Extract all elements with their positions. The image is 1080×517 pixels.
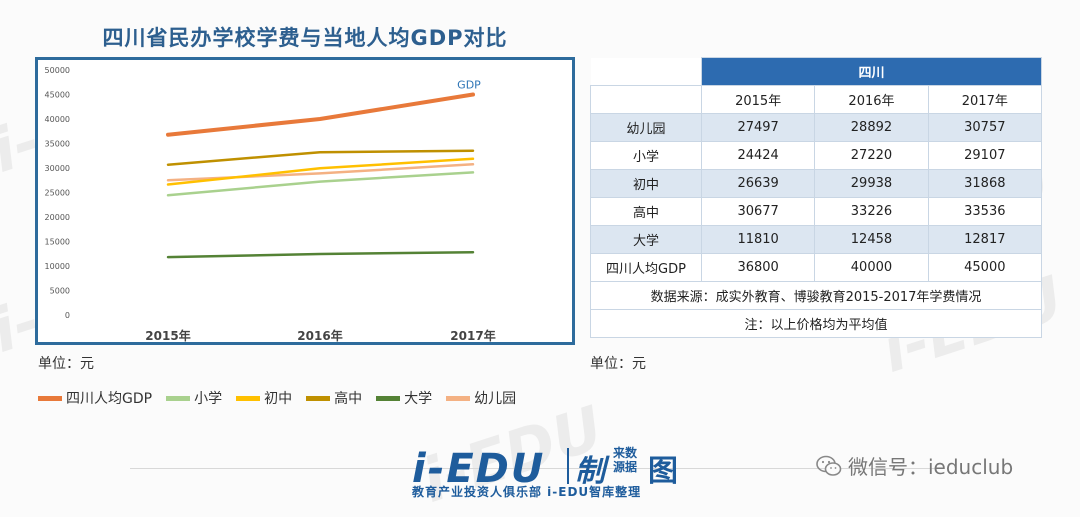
table-cell: 29107: [927, 141, 1043, 170]
table-corner: [590, 57, 702, 86]
table-row-label: 初中: [590, 169, 702, 198]
table-cell: 28892: [814, 113, 929, 142]
y-tick-label: 35000: [45, 140, 70, 149]
series-line-5: [166, 250, 475, 259]
table-row: 四川人均GDP 36800 40000 45000: [590, 253, 1043, 282]
legend-item: 幼儿园: [446, 388, 516, 408]
table-cell: 27497: [700, 113, 816, 142]
table-cell: 45000: [927, 253, 1043, 282]
table-year-row: 2015年 2016年 2017年: [590, 85, 1043, 114]
legend-label: 大学: [404, 391, 433, 407]
y-tick-label: 25000: [45, 189, 70, 198]
table-row: 高中 30677 33226 33536: [590, 197, 1043, 226]
table-cell: [590, 85, 702, 114]
legend-item: 四川人均GDP: [38, 388, 152, 408]
legend-label: 小学: [194, 391, 223, 407]
series-line-4: [166, 149, 475, 166]
legend-swatch: [38, 395, 62, 401]
table-region-header: 四川: [701, 57, 1042, 86]
legend-item: 初中: [236, 388, 292, 408]
table-row-label: 高中: [590, 197, 702, 226]
table-cell: 36800: [700, 253, 816, 282]
table-row-label: 幼儿园: [590, 113, 702, 142]
table-year-header: 2017年: [927, 85, 1043, 114]
legend-item: 高中: [306, 388, 362, 408]
table-unit-label: 单位：元: [590, 356, 646, 372]
brand-data-source-label: 来数源据: [613, 446, 638, 474]
y-tick-label: 10000: [45, 262, 70, 271]
footer-divider: [130, 468, 940, 469]
table-cell: 26639: [700, 169, 816, 198]
table-cell: 24424: [700, 141, 816, 170]
brand-chart-label: 图: [648, 454, 678, 489]
y-tick-label: 45000: [45, 91, 70, 100]
chart-title: 四川省民办学校学费与当地人均GDP对比: [102, 26, 508, 50]
legend-swatch: [306, 395, 331, 401]
legend-label: 初中: [264, 391, 293, 407]
table-row-label: 大学: [590, 225, 702, 254]
legend-swatch: [446, 395, 471, 401]
y-tick-label: 40000: [45, 115, 70, 124]
table-cell: 33226: [814, 197, 929, 226]
table-row: 大学 11810 12458 12817: [590, 225, 1043, 254]
table-year-header: 2015年: [700, 85, 816, 114]
y-tick-label: 15000: [45, 238, 70, 247]
table-row: 小学 24424 27220 29107: [590, 141, 1043, 170]
series-line-2: [166, 171, 475, 197]
wechat-text: 微信号：ieduclub: [848, 455, 1014, 479]
brand-separator: [567, 448, 569, 484]
table-row-label: 四川人均GDP: [590, 253, 702, 282]
table-cell: 30757: [927, 113, 1043, 142]
y-tick-label: 0: [65, 311, 70, 320]
brand-made-by: 制: [575, 454, 605, 489]
chart-unit-label: 单位：元: [38, 356, 94, 372]
table-row: 幼儿园 27497 28892 30757: [590, 113, 1043, 142]
legend-swatch: [376, 395, 401, 401]
legend-label: 四川人均GDP: [66, 391, 153, 407]
table-cell: 27220: [814, 141, 929, 170]
legend-label: 幼儿园: [474, 391, 517, 407]
brand-subtitle: 教育产业投资人俱乐部 i-EDU智库整理: [412, 485, 642, 499]
table-cell: 29938: [814, 169, 929, 198]
gdp-annotation: GDP: [457, 79, 481, 92]
table-source-note: 数据来源：成实外教育、博骏教育2015-2017年学费情况: [590, 281, 1042, 310]
y-tick-label: 20000: [45, 213, 70, 222]
table-cell: 12817: [927, 225, 1043, 254]
table-cell: 33536: [927, 197, 1043, 226]
legend-item: 大学: [376, 388, 432, 408]
table-row-label: 小学: [590, 141, 702, 170]
brand-logo: i-EDU: [412, 446, 546, 492]
table-row: 初中 26639 29938 31868: [590, 169, 1043, 198]
data-table: 四川 2015年 2016年 2017年 幼儿园 27497 28892 307…: [590, 57, 1043, 338]
legend-swatch: [166, 395, 191, 401]
wechat-id: 微信号：ieduclub: [816, 451, 1013, 480]
wechat-icon: [816, 455, 842, 476]
legend-item: 小学: [166, 388, 222, 408]
table-cell: 12458: [814, 225, 929, 254]
chart-svg: 0 5000 10000 15000 20000 25000 30000 35000 40000…: [45, 66, 496, 342]
table-cell: 11810: [700, 225, 816, 254]
table-cell: 30677: [700, 197, 816, 226]
table-cell: 40000: [814, 253, 929, 282]
legend-swatch: [236, 395, 261, 401]
y-tick-label: 50000: [45, 66, 70, 75]
table-year-header: 2016年: [814, 85, 929, 114]
table-cell: 31868: [927, 169, 1043, 198]
line-chart: 0 5000 10000 15000 20000 25000 30000 35000 40000…: [35, 57, 575, 345]
series-line-1: [166, 92, 475, 137]
table-average-note: 注：以上价格均为平均值: [590, 309, 1042, 338]
y-tick-label: 5000: [50, 287, 70, 296]
x-tick-label: 2015年: [145, 328, 190, 342]
series-line-3: [166, 157, 475, 186]
legend-label: 高中: [334, 391, 363, 407]
chart-legend: 四川人均GDP 小学 初中 高中 大学 幼儿园: [38, 388, 516, 408]
x-tick-label: 2016年: [297, 328, 342, 342]
x-tick-label: 2017年: [450, 328, 495, 342]
y-tick-label: 30000: [45, 164, 70, 173]
series-line-6: [166, 163, 475, 182]
